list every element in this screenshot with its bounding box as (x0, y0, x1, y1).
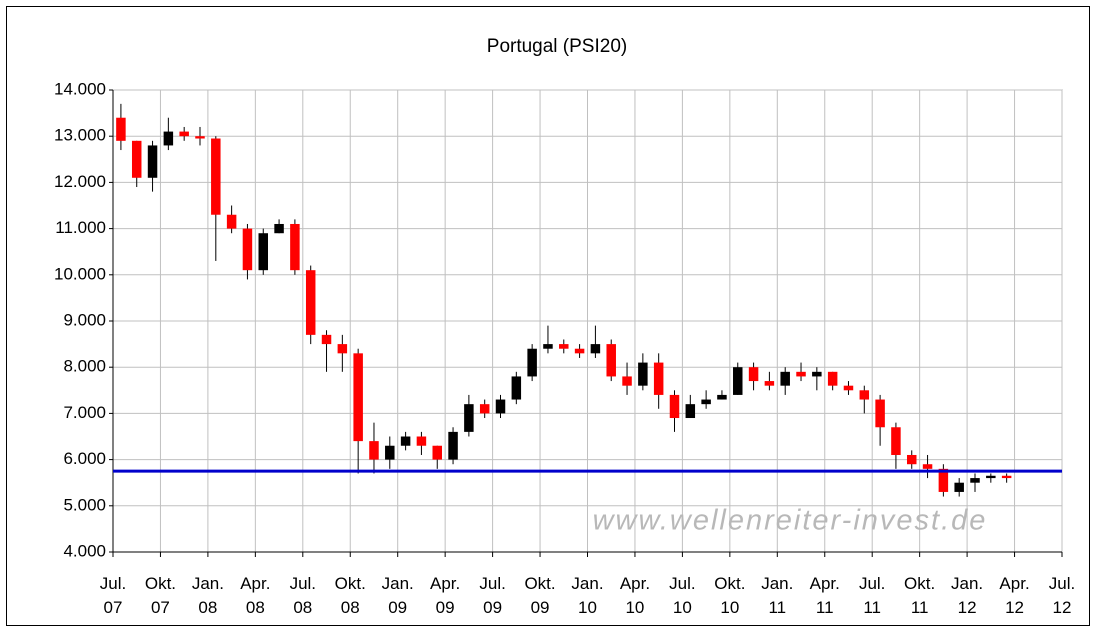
candle-body (479, 404, 490, 414)
x-tick-label: Okt. 08 (334, 574, 366, 617)
y-tick-label: 5.000 (63, 495, 106, 514)
candle-body (179, 131, 189, 137)
x-tick-label: Okt. 11 (904, 574, 936, 617)
candle-body (590, 344, 601, 354)
candle-body (416, 436, 427, 446)
candle-body (211, 138, 221, 215)
candle-body (938, 468, 949, 492)
candle-body (970, 478, 980, 483)
candle-body (606, 344, 616, 377)
y-tick-label: 7.000 (63, 403, 106, 422)
candle-body (954, 482, 964, 492)
candle-body (116, 117, 126, 141)
candle-body (1001, 475, 1012, 479)
candle-body (764, 381, 775, 386)
candle-body (685, 404, 696, 419)
candle-body (653, 362, 664, 395)
candle-body (906, 454, 917, 465)
candle-body (875, 399, 885, 428)
candle-body (337, 344, 348, 354)
x-tick-label: Jan. 09 (381, 574, 414, 617)
candle-body (353, 353, 363, 442)
candle-body (163, 131, 174, 146)
candle-body (242, 228, 253, 271)
candle-body (432, 445, 442, 460)
x-tick-label: Jul. 11 (858, 574, 886, 617)
y-tick-label: 14.000 (54, 79, 106, 98)
candle-body (780, 371, 790, 386)
candle-body (543, 344, 553, 349)
y-tick-label: 9.000 (63, 310, 106, 329)
candle-body (258, 233, 269, 271)
x-tick-label: Jan. 08 (191, 574, 224, 617)
candle-body (986, 475, 996, 479)
candle-body (891, 427, 901, 455)
x-tick-label: Apr. 11 (809, 574, 840, 617)
candle-body (701, 399, 711, 405)
x-tick-label: Jul. 12 (1048, 574, 1076, 617)
candle-body (717, 394, 727, 400)
candle-body (922, 464, 933, 469)
candle-body (321, 334, 332, 345)
candle-body (859, 390, 870, 400)
candle-body (290, 223, 300, 271)
candle-body (385, 445, 395, 460)
x-tick-label: Apr. 12 (999, 574, 1030, 617)
candle-body (131, 140, 142, 178)
candle-body (495, 399, 506, 414)
x-tick-label: Apr. 09 (430, 574, 461, 617)
x-tick-label: Jul. 08 (289, 574, 317, 617)
x-tick-label: Jul. 07 (99, 574, 127, 617)
candle-body (574, 348, 585, 354)
candle-body (827, 371, 838, 386)
x-tick-label: Okt. 07 (144, 574, 177, 617)
x-tick-label: Jul. 10 (669, 574, 696, 617)
x-tick-label: Apr. 08 (240, 574, 271, 617)
candle-body (305, 270, 316, 335)
y-tick-label: 6.000 (63, 449, 106, 468)
y-tick-label: 10.000 (54, 264, 106, 283)
candle-body (195, 136, 205, 139)
chart-title: Portugal (PSI20) (487, 36, 627, 57)
candle-body (274, 223, 284, 234)
candle-body (448, 431, 458, 460)
x-tick-label: Jan. 10 (571, 574, 604, 617)
x-tick-label: Okt. 09 (524, 574, 556, 617)
y-tick-label: 12.000 (54, 172, 106, 191)
candle-body (527, 348, 537, 377)
candle-body (638, 362, 648, 386)
y-tick-label: 13.000 (54, 126, 106, 145)
candle-body (464, 404, 474, 432)
candle-body (511, 376, 522, 400)
candle-body (559, 344, 569, 349)
candle-body (796, 371, 806, 377)
candle-body (733, 367, 743, 395)
x-tick-label: Apr. 10 (619, 574, 651, 617)
x-tick-label: Okt. 10 (714, 574, 746, 617)
candle-body (147, 145, 158, 178)
candle-body (812, 371, 822, 377)
candle-body (748, 367, 759, 382)
y-tick-label: 4.000 (63, 541, 106, 560)
x-tick-label: Jan. 12 (951, 574, 984, 617)
y-tick-label: 8.000 (63, 357, 106, 376)
watermark: www.wellenreiter-invest.de (593, 505, 988, 537)
candle-body (843, 385, 854, 391)
candle-body (226, 214, 237, 229)
x-tick-label: Jan. 11 (761, 574, 794, 617)
candle-body (622, 376, 632, 386)
candle-body (369, 441, 379, 460)
y-tick-label: 11.000 (55, 218, 106, 237)
candle-body (669, 394, 680, 419)
x-tick-label: Jul. 09 (479, 574, 506, 617)
candle-body (400, 436, 411, 446)
